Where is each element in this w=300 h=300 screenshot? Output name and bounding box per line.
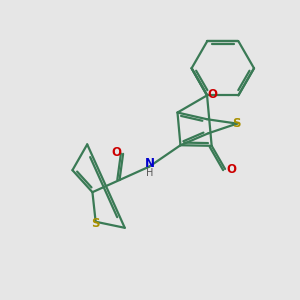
Text: N: N [145,157,155,169]
Text: O: O [112,146,122,159]
Text: S: S [92,217,100,230]
Text: O: O [226,163,237,176]
Text: O: O [207,88,218,100]
Text: S: S [232,116,241,130]
Text: H: H [146,168,153,178]
